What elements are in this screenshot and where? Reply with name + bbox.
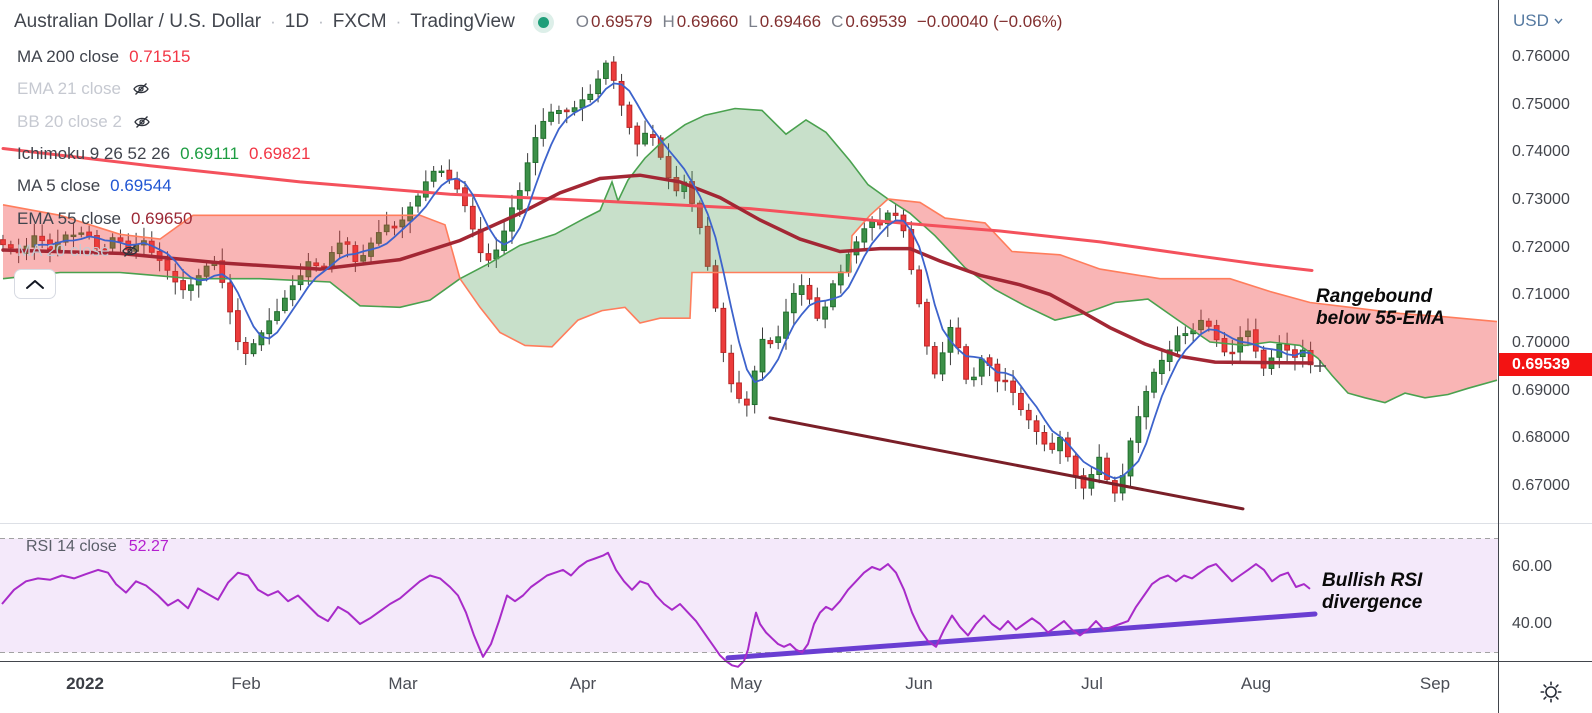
platform-label: TradingView	[410, 11, 515, 32]
rsi-tick-label: 60.00	[1512, 558, 1553, 575]
ohlc-values: O 0.69579 H 0.69660 L 0.69466 C 0.69539 −0.00040…	[576, 12, 1063, 32]
legend-item-value: 0.69111	[180, 143, 240, 163]
ohlc-pair: H 0.69660	[662, 12, 739, 31]
time-tick-label: Jun	[905, 674, 933, 693]
collapse-legend-button[interactable]	[14, 269, 56, 299]
rsi-legend[interactable]: RSI 14 close 52.27	[26, 537, 169, 557]
symbol-title[interactable]: Australian Dollar / U.S. Dollar	[14, 11, 262, 32]
chevron-down-icon	[1554, 18, 1563, 24]
legend-item-label: MA 20 close	[17, 240, 110, 260]
legend-item-value: 0.69544	[110, 176, 172, 196]
legend-item-value: 0.69821	[249, 143, 311, 163]
price-annotation-text[interactable]: Rangebound below 55-EMA	[1316, 286, 1445, 329]
legend-item-value: 0.69650	[130, 208, 193, 228]
currency-unit-dropdown[interactable]: USD	[1513, 11, 1563, 31]
legend-item-ema21[interactable]: EMA 21 close	[17, 78, 151, 100]
current-price-tag: 0.69539	[1499, 353, 1592, 377]
legend-item-label: EMA 21 close	[17, 79, 121, 99]
price-tick-label: 0.70000	[1512, 334, 1570, 351]
time-tick-label: Feb	[231, 674, 261, 693]
time-axis[interactable]: 2022 Feb Mar Apr May Jun Jul Aug Sep	[0, 662, 1592, 713]
eye-off-icon	[134, 115, 150, 128]
rsi-label: RSI 14 close	[26, 538, 117, 555]
interval-selector[interactable]: 1D	[284, 11, 310, 32]
eye-off-icon	[121, 244, 138, 257]
time-tick-label: Sep	[1419, 674, 1451, 693]
rsi-tick-label: 40.00	[1512, 615, 1553, 632]
time-tick-label: Aug	[1240, 674, 1272, 693]
header-separator: ·	[270, 12, 276, 31]
chart-header: Australian Dollar / U.S. Dollar · 1D · F…	[14, 9, 1062, 35]
legend-item-ma5[interactable]: MA 5 close 0.69544	[17, 175, 172, 197]
chevron-up-icon	[26, 280, 44, 289]
rsi-annotation-text[interactable]: Bullish RSI divergence	[1322, 570, 1423, 613]
exchange-label: FXCM	[332, 11, 387, 32]
price-tick-label: 0.72000	[1512, 238, 1570, 256]
theme-toggle-button[interactable]	[1537, 678, 1565, 706]
legend-item-bb20[interactable]: BB 20 close 2	[17, 111, 152, 133]
visibility-toggle[interactable]	[120, 243, 140, 259]
time-tick-label: May	[729, 674, 763, 693]
price-tick-label: 0.76000	[1512, 48, 1570, 65]
price-tick-label: 0.69000	[1512, 381, 1570, 399]
live-status-dot-icon	[537, 16, 549, 28]
legend-item-label: MA 200 close	[17, 47, 120, 66]
legend-item-label: Ichimoku 9 26 52 26	[17, 143, 171, 163]
price-tick-label: 0.71000	[1512, 286, 1570, 304]
price-tick-label: 0.75000	[1512, 95, 1570, 113]
legend-item-label: BB 20 close 2	[17, 111, 122, 131]
visibility-toggle[interactable]	[131, 81, 151, 97]
ohlc-pair: C 0.69539	[831, 12, 907, 31]
eye-off-icon	[133, 83, 149, 96]
price-tick-label: 0.74000	[1512, 143, 1570, 161]
legend-item-label: EMA 55 close	[17, 208, 121, 228]
header-separator: ·	[395, 12, 402, 31]
sun-icon	[1540, 681, 1562, 703]
rsi-value: 52.27	[128, 538, 169, 555]
visibility-toggle[interactable]	[132, 114, 152, 130]
legend-item-ema55[interactable]: EMA 55 close 0.69650	[17, 208, 192, 230]
price-change: −0.00040 (−0.06%)	[916, 12, 1063, 31]
legend-item-value: 0.71515	[129, 47, 191, 66]
time-tick-label: Apr	[569, 674, 597, 693]
legend-item-ma20[interactable]: MA 20 close	[17, 240, 140, 262]
ohlc-pair: O 0.69579	[575, 12, 653, 31]
price-tick-label: 0.68000	[1512, 429, 1570, 447]
time-tick-label: 2022	[66, 674, 104, 693]
header-separator: ·	[318, 12, 324, 31]
time-tick-label: Mar	[388, 674, 418, 693]
price-tick-label: 0.73000	[1512, 191, 1570, 208]
legend-item-ma200[interactable]: MA 200 close 0.71515	[17, 46, 191, 68]
price-tick-label: 0.67000	[1512, 477, 1570, 494]
time-tick-label: Jul	[1081, 674, 1103, 693]
legend-item-ichimoku[interactable]: Ichimoku 9 26 52 26 0.69111 0.69821	[17, 143, 311, 165]
price-axis[interactable]: 0.76000 0.75000 0.74000 0.73000 0.72000 0.710…	[1499, 0, 1592, 661]
ohlc-pair: L 0.69466	[748, 12, 822, 31]
legend-item-label: MA 5 close	[17, 176, 101, 196]
